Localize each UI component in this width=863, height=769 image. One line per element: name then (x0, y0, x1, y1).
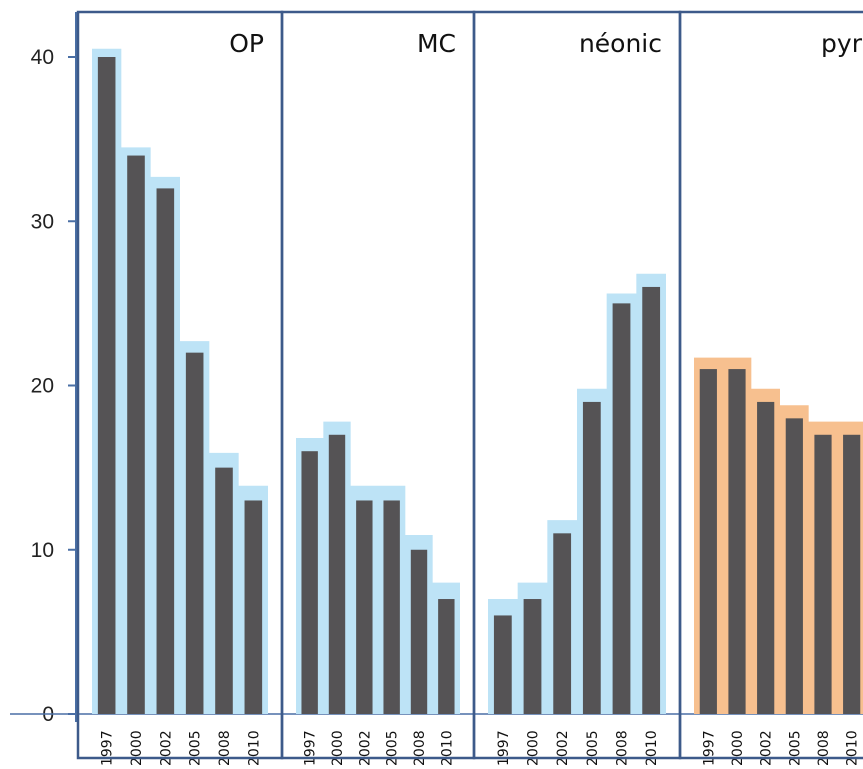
bar (301, 451, 318, 714)
bar (127, 155, 145, 715)
x-tick-label: 2002 (555, 730, 571, 766)
panel-title: néonic (579, 29, 662, 58)
panel-frame (678, 10, 863, 760)
x-tick-label: 2008 (412, 730, 428, 766)
x-tick-label: 2002 (759, 730, 775, 766)
x-tick-label: 2000 (330, 730, 346, 766)
x-tick-label: 2008 (217, 730, 233, 766)
bar (612, 303, 631, 714)
y-tick-label: 30 (31, 210, 54, 233)
bar (244, 500, 263, 714)
bar (215, 467, 233, 714)
panel-title: pyr (821, 29, 863, 58)
bar (642, 286, 661, 714)
x-tick-label: 2005 (787, 730, 803, 766)
x-tick-label: 1997 (496, 730, 512, 766)
bar (97, 57, 116, 714)
bar (728, 369, 746, 714)
panel-title: OP (229, 29, 264, 58)
x-tick-label: 2008 (615, 730, 631, 766)
y-tick-label: 20 (31, 375, 54, 398)
x-tick-label: 2010 (246, 730, 262, 766)
x-tick-label: 2000 (730, 730, 746, 766)
x-tick-label: 2005 (188, 730, 204, 766)
panel-envelope (488, 273, 666, 714)
x-tick-label: 2010 (439, 730, 455, 766)
x-tick-label: 1997 (303, 730, 319, 766)
x-tick-label: 2010 (644, 730, 660, 766)
y-tick-label: 40 (31, 46, 54, 69)
bar (785, 418, 803, 714)
panel-envelope (296, 421, 460, 714)
bar (156, 188, 175, 714)
bar (523, 599, 542, 714)
bar (493, 615, 512, 714)
bar (410, 549, 428, 714)
bar (383, 500, 400, 714)
bar (438, 599, 455, 714)
x-tick-label: 2008 (816, 730, 832, 766)
bar (582, 401, 601, 714)
bar (757, 401, 775, 714)
panel-title: MC (417, 29, 456, 58)
panel-envelope (694, 357, 863, 714)
x-tick-label: 2000 (129, 730, 145, 766)
x-tick-label: 2002 (158, 730, 174, 766)
x-tick-label: 2010 (845, 730, 861, 766)
x-tick-label: 1997 (701, 730, 717, 766)
panel-envelope (92, 48, 268, 715)
x-tick-label: 2005 (585, 730, 601, 766)
bar (328, 434, 346, 714)
bar (814, 434, 832, 714)
bar (843, 434, 861, 714)
x-tick-label: 2000 (526, 730, 542, 766)
bar (699, 369, 717, 714)
bar (553, 533, 572, 714)
x-tick-label: 2002 (357, 730, 373, 766)
bar (356, 500, 373, 714)
bar (185, 352, 204, 714)
x-tick-label: 2005 (385, 730, 401, 766)
x-tick-label: 1997 (100, 730, 116, 766)
y-tick-label: 10 (31, 539, 54, 562)
